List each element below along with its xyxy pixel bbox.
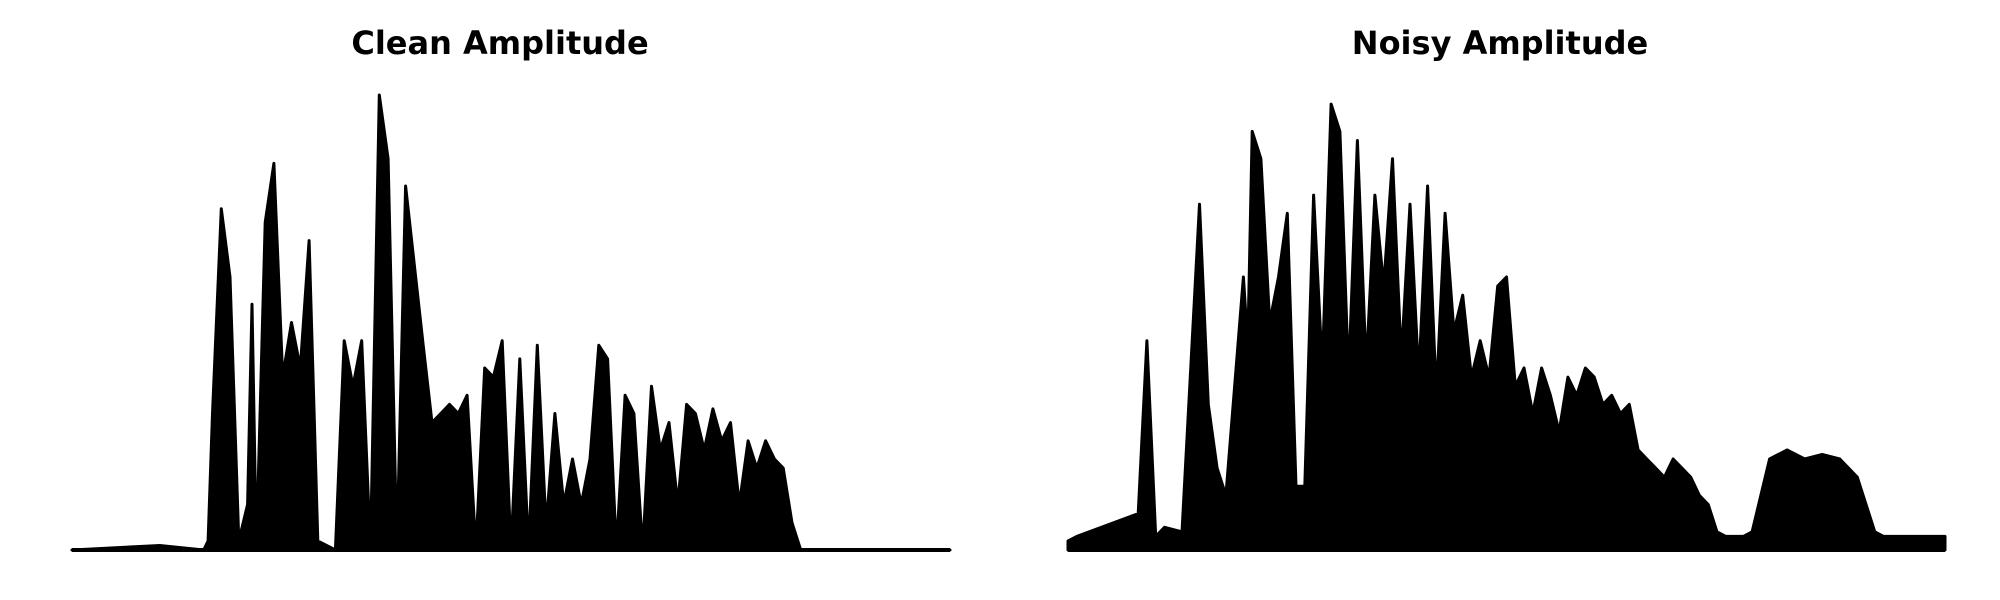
amplitude-envelope (1066, 102, 1947, 552)
noisy-amplitude-plot (1066, 102, 1947, 552)
chart-title: Clean Amplitude (351, 24, 649, 62)
clean-amplitude-plot (70, 93, 952, 552)
amplitude-envelope (70, 93, 952, 552)
chart-clean-amplitude: Clean Amplitude (70, 24, 952, 552)
chart-title: Noisy Amplitude (1351, 24, 1649, 62)
chart-noisy-amplitude: Noisy Amplitude (1000, 0, 2000, 600)
